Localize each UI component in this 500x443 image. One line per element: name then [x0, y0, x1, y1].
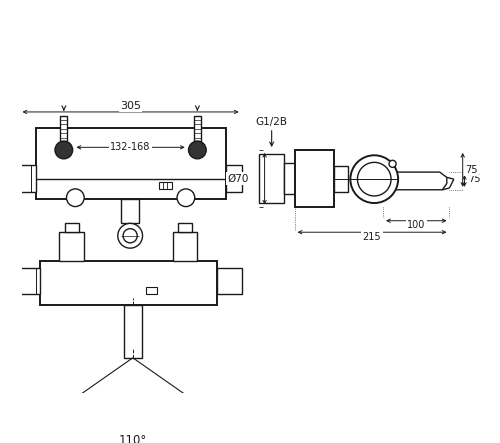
Bar: [226, 165, 242, 191]
Bar: [124, 305, 142, 358]
Bar: [60, 232, 84, 260]
Bar: [60, 117, 68, 141]
Circle shape: [358, 162, 391, 196]
Polygon shape: [383, 172, 447, 190]
Bar: [217, 268, 242, 294]
Circle shape: [350, 155, 398, 203]
Circle shape: [55, 141, 72, 159]
Circle shape: [118, 223, 142, 248]
Text: 132-168: 132-168: [110, 142, 151, 152]
Text: 305: 305: [120, 101, 141, 111]
Bar: [334, 166, 347, 191]
Text: Ø70: Ø70: [228, 174, 248, 184]
Circle shape: [66, 189, 84, 206]
Bar: [36, 128, 226, 198]
Bar: [146, 287, 156, 294]
Text: 110°: 110°: [118, 434, 147, 443]
Bar: [15, 268, 40, 294]
Bar: [122, 198, 139, 223]
Circle shape: [389, 160, 396, 167]
Circle shape: [177, 189, 194, 206]
Bar: [40, 260, 217, 305]
Circle shape: [188, 141, 206, 159]
Text: G1/2B: G1/2B: [256, 117, 288, 127]
Bar: [260, 155, 284, 203]
Bar: [64, 223, 79, 232]
Bar: [284, 163, 294, 194]
Bar: [172, 232, 198, 260]
Bar: [194, 117, 201, 141]
Bar: [20, 165, 36, 191]
Text: 100: 100: [407, 220, 426, 230]
Text: 215: 215: [362, 232, 382, 241]
Text: 75: 75: [466, 165, 478, 175]
Bar: [178, 223, 192, 232]
Bar: [294, 150, 335, 207]
Circle shape: [123, 229, 137, 243]
Bar: [160, 182, 172, 189]
Text: 75: 75: [468, 174, 480, 184]
